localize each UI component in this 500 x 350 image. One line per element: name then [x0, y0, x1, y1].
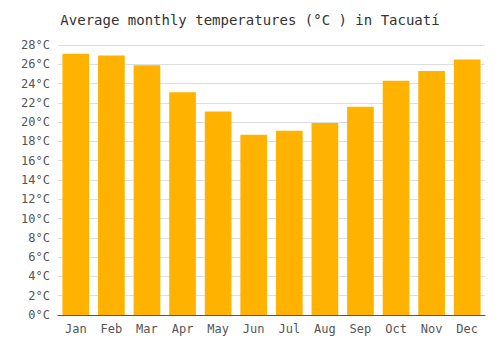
svg-text:Nov: Nov — [421, 322, 443, 336]
svg-text:Feb: Feb — [101, 322, 123, 336]
svg-text:Apr: Apr — [172, 322, 194, 336]
svg-text:20°C: 20°C — [21, 115, 50, 129]
svg-text:28°C: 28°C — [21, 38, 50, 52]
svg-text:Sep: Sep — [350, 322, 372, 336]
svg-text:Mar: Mar — [136, 322, 158, 336]
svg-text:24°C: 24°C — [21, 77, 50, 91]
svg-text:2°C: 2°C — [28, 289, 50, 303]
svg-text:Aug: Aug — [314, 322, 336, 336]
svg-text:6°C: 6°C — [28, 250, 50, 264]
svg-text:26°C: 26°C — [21, 57, 50, 71]
svg-text:18°C: 18°C — [21, 134, 50, 148]
svg-text:Average monthly temperatures (: Average monthly temperatures (°C ) in Ta… — [60, 12, 439, 28]
svg-text:Jan: Jan — [65, 322, 87, 336]
svg-text:14°C: 14°C — [21, 173, 50, 187]
svg-text:May: May — [207, 322, 229, 336]
svg-text:10°C: 10°C — [21, 212, 50, 226]
svg-text:12°C: 12°C — [21, 192, 50, 206]
svg-text:Jun: Jun — [243, 322, 265, 336]
svg-text:8°C: 8°C — [28, 231, 50, 245]
svg-text:Jul: Jul — [278, 322, 300, 336]
svg-text:Oct: Oct — [385, 322, 407, 336]
svg-text:Dec: Dec — [456, 322, 478, 336]
svg-text:0°C: 0°C — [28, 308, 50, 322]
svg-text:4°C: 4°C — [28, 269, 50, 283]
svg-text:22°C: 22°C — [21, 96, 50, 110]
svg-text:16°C: 16°C — [21, 154, 50, 168]
